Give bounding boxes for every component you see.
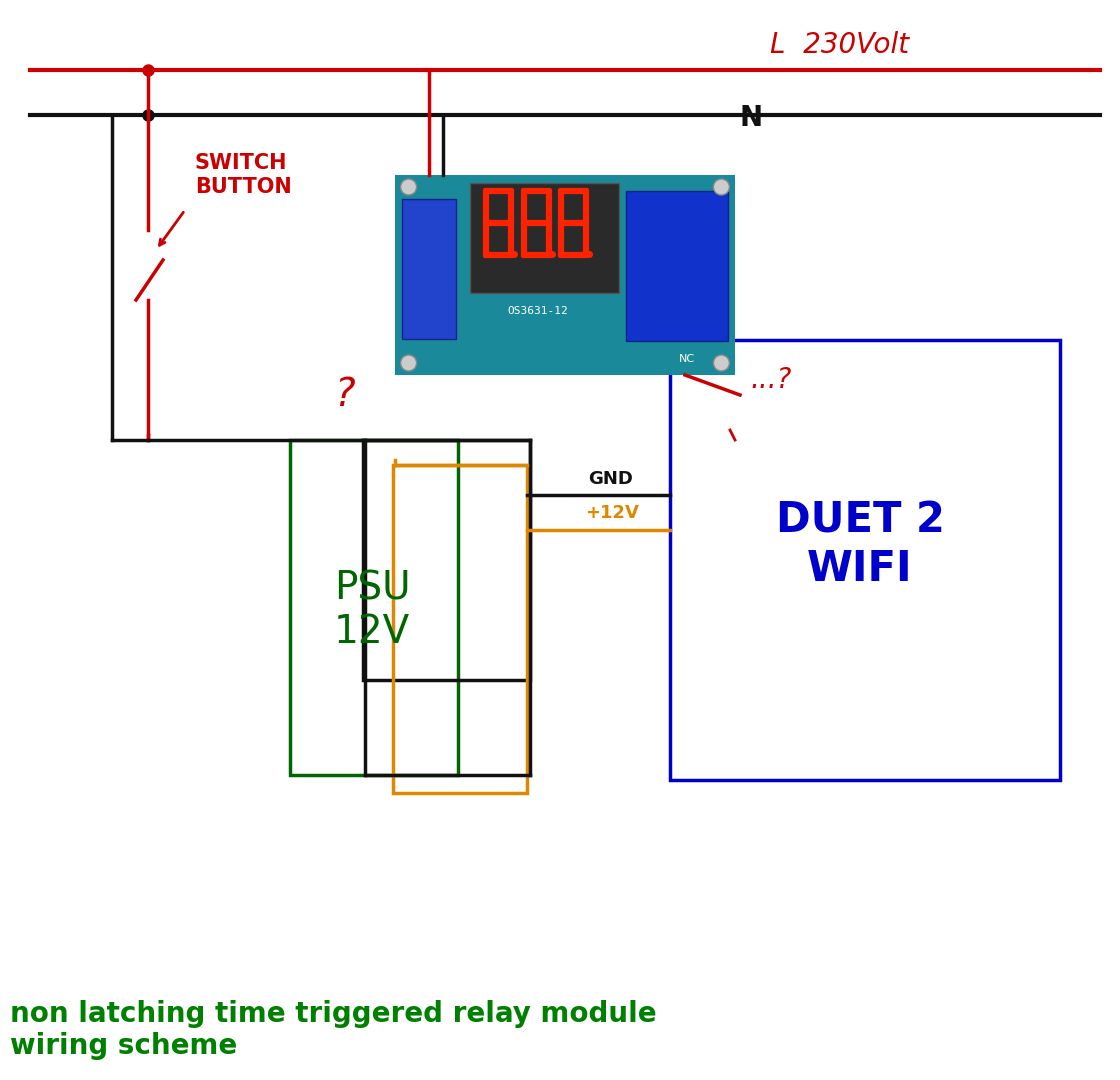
Text: L  230Volt: L 230Volt bbox=[771, 31, 909, 59]
Text: non latching time triggered relay module
wiring scheme: non latching time triggered relay module… bbox=[10, 1000, 656, 1061]
Text: ...?: ...? bbox=[750, 366, 792, 394]
Bar bbox=[363, 440, 530, 680]
Text: N: N bbox=[740, 104, 763, 132]
Text: +12V: +12V bbox=[585, 504, 638, 522]
Text: DUET 2
WIFI: DUET 2 WIFI bbox=[775, 500, 944, 591]
Circle shape bbox=[401, 355, 417, 372]
Bar bbox=[402, 199, 456, 339]
Bar bbox=[290, 440, 458, 775]
Circle shape bbox=[713, 179, 729, 195]
Text: GND: GND bbox=[588, 470, 633, 488]
Text: SWITCH
BUTTON: SWITCH BUTTON bbox=[195, 153, 291, 197]
Bar bbox=[395, 175, 735, 375]
Bar bbox=[393, 465, 528, 793]
Circle shape bbox=[713, 355, 729, 372]
Bar bbox=[626, 191, 728, 341]
Text: ?: ? bbox=[335, 376, 355, 414]
Bar bbox=[670, 340, 1060, 780]
Text: NC: NC bbox=[680, 354, 696, 364]
Text: OS3631-12: OS3631-12 bbox=[507, 306, 568, 316]
Text: PSU
12V: PSU 12V bbox=[334, 569, 410, 651]
Circle shape bbox=[401, 179, 417, 195]
Bar bbox=[469, 183, 619, 293]
